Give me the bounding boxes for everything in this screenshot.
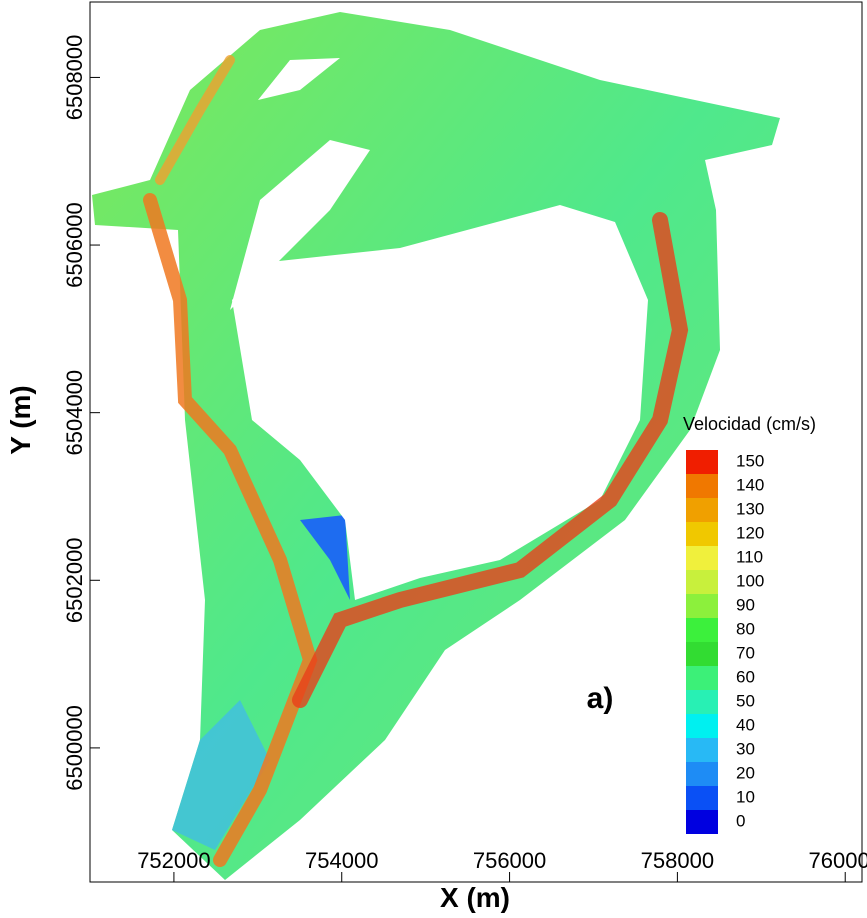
colorbar-label: 100 [736, 571, 764, 590]
colorbar-swatch [686, 570, 718, 594]
colorbar-label: 130 [736, 499, 764, 518]
x-tick-label: 752000 [137, 848, 210, 873]
colorbar-label: 40 [736, 715, 755, 734]
island [230, 140, 370, 310]
y-axis-label: Y (m) [5, 385, 36, 455]
colorbar-label: 0 [736, 811, 745, 830]
colorbar-swatch [686, 546, 718, 570]
x-axis-label: X (m) [440, 882, 510, 913]
y-tick-label: 6506000 [62, 202, 87, 288]
colorbar-label: 120 [736, 523, 764, 542]
colorbar-label: 70 [736, 643, 755, 662]
river-hole [232, 205, 648, 600]
colorbar-label: 140 [736, 475, 764, 494]
flow-field [92, 12, 780, 880]
colorbar-swatch [686, 714, 718, 738]
x-tick-label: 756000 [473, 848, 546, 873]
fast-channel [292, 212, 689, 708]
colorbar-swatch [686, 786, 718, 810]
colorbar-label: 10 [736, 787, 755, 806]
island [258, 58, 340, 100]
slow-zone [172, 700, 270, 850]
colorbar-swatch [686, 762, 718, 786]
colorbar-swatch [686, 522, 718, 546]
colorbar-swatch [686, 666, 718, 690]
colorbar-label: 90 [736, 595, 755, 614]
colorbar-swatch [686, 450, 718, 474]
slow-zone [300, 515, 350, 600]
colorbar-swatch [686, 618, 718, 642]
colorbar-swatch [686, 594, 718, 618]
colorbar-swatch [686, 642, 718, 666]
fast-channel [143, 193, 318, 867]
colorbar-label: 80 [736, 619, 755, 638]
y-tick-label: 6504000 [62, 370, 87, 456]
colorbar-title: Velocidad (cm/s) [683, 414, 816, 434]
x-tick-label: 760000 [809, 848, 867, 873]
colorbar-label: 20 [736, 763, 755, 782]
y-tick-label: 6500000 [62, 705, 87, 791]
colorbar-label: 30 [736, 739, 755, 758]
x-tick-label: 754000 [305, 848, 378, 873]
colorbar-swatch [686, 810, 718, 834]
plot-frame [89, 1, 863, 883]
colorbar-label: 150 [736, 451, 764, 470]
colorbar-swatch [686, 474, 718, 498]
colorbar-swatch [686, 738, 718, 762]
colorbar-swatch [686, 498, 718, 522]
y-tick-label: 6508000 [62, 35, 87, 121]
y-tick-label: 6502000 [62, 537, 87, 623]
colorbar-label: 50 [736, 691, 755, 710]
colorbar-swatch [686, 690, 718, 714]
colorbar-label: 110 [736, 547, 763, 566]
colorbar-label: 60 [736, 667, 755, 686]
annotation: a) [587, 682, 614, 715]
fast-channel [155, 55, 235, 185]
x-tick-label: 758000 [641, 848, 714, 873]
